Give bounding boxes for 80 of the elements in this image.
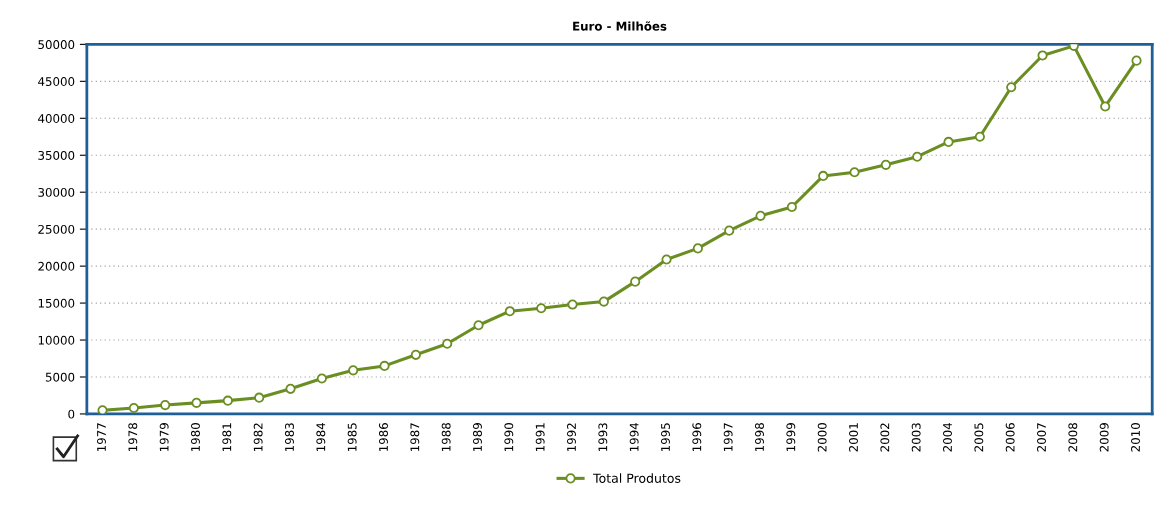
point <box>1037 50 1048 61</box>
x-tick-label: 1992 <box>567 423 576 452</box>
x-tick-label: 1995 <box>661 423 670 452</box>
point <box>943 136 954 148</box>
point <box>567 299 578 310</box>
x-tick-label: 2008 <box>1068 423 1078 452</box>
point <box>1131 55 1142 66</box>
point <box>1006 82 1017 93</box>
x-tick-label: 1978 <box>128 423 138 452</box>
point <box>755 210 766 221</box>
x-tick-label: 2003 <box>911 423 921 452</box>
x-tick-label: 2001 <box>849 423 858 452</box>
y-tick-label: 30000 <box>38 187 75 197</box>
x-tick-label: 1987 <box>410 423 420 452</box>
x-tick-label: 1985 <box>347 423 357 452</box>
x-tick-label: 2002 <box>880 423 890 452</box>
x-tick-label: 1977 <box>97 423 106 452</box>
point <box>692 243 703 254</box>
point <box>254 392 265 403</box>
point <box>1100 101 1111 112</box>
x-tick-label: 1984 <box>316 422 326 452</box>
x-tick-label: 1998 <box>755 423 764 452</box>
point <box>316 373 327 384</box>
x-tick-label: 1994 <box>629 422 639 452</box>
y-tick-label: 50000 <box>38 40 75 50</box>
point <box>97 405 108 414</box>
x-tick-label: 1988 <box>441 423 451 452</box>
point <box>724 225 735 236</box>
x-tick-label: 1991 <box>535 423 545 452</box>
point <box>285 383 296 394</box>
y-tick-label: 40000 <box>38 114 75 123</box>
y-tick-label: 20000 <box>38 261 75 271</box>
x-tick-label: 2010 <box>1131 423 1140 452</box>
x-tick-label: 1982 <box>253 423 263 452</box>
point <box>912 151 923 162</box>
point <box>849 167 860 178</box>
x-tick-label: 2005 <box>974 423 984 452</box>
x-tick-label: 1990 <box>504 423 514 452</box>
x-tick-label: 1989 <box>473 423 482 452</box>
chart-title: Euro - Milhões <box>573 21 667 31</box>
x-tick-label: 2006 <box>1005 423 1015 452</box>
y-tick-label: 35000 <box>38 150 75 160</box>
point <box>786 201 797 213</box>
y-tick-label: 25000 <box>38 224 75 234</box>
x-tick-label: 1979 <box>159 423 169 452</box>
x-tick-label: 1986 <box>379 423 388 452</box>
x-tick-label: 2009 <box>1099 423 1109 452</box>
point <box>661 254 672 265</box>
legend-label: Total Produtos <box>593 473 681 483</box>
x-tick-label: 1980 <box>191 423 200 452</box>
point <box>379 360 390 371</box>
y-tick-label: 0 <box>68 409 75 419</box>
point <box>536 303 547 314</box>
point <box>504 306 515 317</box>
x-tick-label: 1981 <box>222 423 232 452</box>
x-tick-label: 1997 <box>723 423 733 452</box>
point <box>473 320 484 331</box>
point <box>410 349 421 360</box>
point <box>222 395 233 406</box>
y-tick-label: 45000 <box>38 77 75 86</box>
point <box>974 131 985 142</box>
x-tick-label: 1999 <box>786 423 796 452</box>
point <box>442 338 453 349</box>
y-tick-label: 15000 <box>38 298 75 308</box>
point <box>598 296 609 307</box>
point <box>191 397 202 408</box>
x-tick-label: 1993 <box>598 423 608 452</box>
x-tick-label: 2007 <box>1037 423 1046 452</box>
x-tick-label: 2000 <box>817 423 827 452</box>
x-tick-label: 1983 <box>285 423 294 452</box>
y-tick-label: 10000 <box>38 335 75 345</box>
y-tick-label: 5000 <box>45 372 75 382</box>
x-tick-label: 1996 <box>692 423 702 452</box>
point <box>630 276 641 287</box>
point <box>818 170 829 182</box>
point <box>880 159 891 170</box>
point <box>348 365 359 376</box>
point <box>128 402 139 414</box>
point <box>160 400 171 411</box>
x-tick-label: 2004 <box>943 422 952 452</box>
